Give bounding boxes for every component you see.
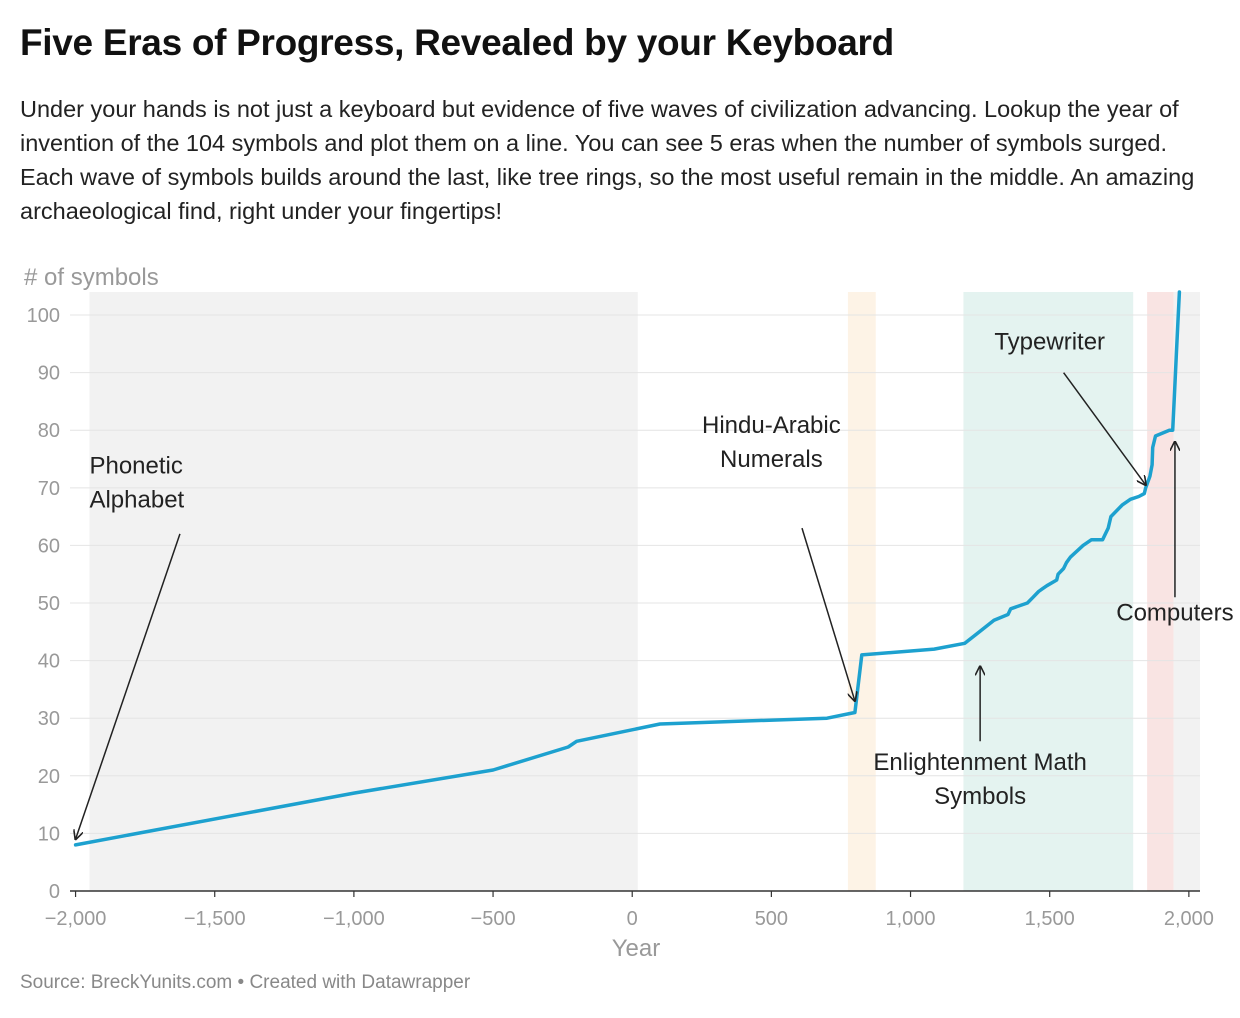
y-axis-label: # of symbols	[24, 264, 159, 291]
annotation-arrow	[801, 527, 855, 701]
x-tick-label: −500	[471, 908, 516, 930]
y-tick-label: 80	[38, 420, 60, 442]
annotation-label: Enlightenment Math	[873, 749, 1086, 776]
axes: 0 10 20 30 40 50 60 70 80 90 100 −2,000 −1,500 −1,000…	[27, 305, 1214, 930]
annotation-arrow	[1063, 372, 1146, 485]
annotation: Hindu-Arabic Numerals	[702, 412, 855, 701]
x-axis-label: Year	[612, 935, 661, 962]
era-bands	[89, 292, 1200, 891]
annotation: Typewriter	[994, 329, 1145, 485]
era-band-4	[1147, 292, 1174, 891]
x-tick-label: 1,000	[886, 908, 936, 930]
annotation: Computers	[1116, 442, 1234, 626]
x-tick-label: 0	[627, 908, 638, 930]
x-tick-label: −2,000	[45, 908, 107, 930]
era-band-5	[1173, 292, 1200, 891]
annotation-label: Hindu-Arabic	[702, 412, 841, 439]
annotation-label: Computers	[1116, 599, 1233, 626]
annotation-label: Symbols	[934, 783, 1026, 810]
gridlines	[70, 314, 1200, 834]
y-tick-label: 100	[27, 305, 60, 327]
y-tick-label: 30	[38, 708, 60, 730]
y-tick-label: 10	[38, 823, 60, 845]
annotation-label: Typewriter	[994, 329, 1105, 356]
y-tick-label: 20	[38, 766, 60, 788]
y-tick-label: 0	[49, 881, 60, 903]
y-tick-label: 60	[38, 535, 60, 557]
y-tick-label: 90	[38, 363, 60, 385]
x-tick-label: 2,000	[1164, 908, 1214, 930]
series-line	[73, 290, 1182, 847]
annotation: Phonetic Alphabet	[76, 452, 185, 839]
chart-subtitle: Under your hands is not just a keyboard …	[20, 96, 1195, 224]
era-band-3	[963, 292, 1134, 891]
annotations: Phonetic Alphabet Hindu-Arabic Numerals Type…	[76, 329, 1234, 840]
annotation-label: Numerals	[720, 446, 823, 473]
era-band-1	[89, 292, 638, 891]
y-tick-label: 70	[38, 478, 60, 500]
annotation-arrow	[76, 533, 181, 839]
x-tick-label: −1,500	[184, 908, 246, 930]
annotation: Enlightenment Math Symbols	[873, 666, 1087, 810]
source-credit: Source: BreckYunits.com • Created with D…	[20, 972, 471, 993]
x-tick-label: 500	[755, 908, 788, 930]
annotation-label: Phonetic	[89, 452, 182, 479]
annotation-label: Alphabet	[89, 486, 184, 513]
era-band-2	[847, 292, 876, 891]
x-tick-label: 1,500	[1025, 908, 1075, 930]
y-tick-label: 40	[38, 651, 60, 673]
chart-title: Five Eras of Progress, Revealed by your …	[20, 22, 894, 63]
x-tick-label: −1,000	[323, 908, 385, 930]
series-line-layer	[73, 290, 1182, 847]
y-tick-label: 50	[38, 593, 60, 615]
